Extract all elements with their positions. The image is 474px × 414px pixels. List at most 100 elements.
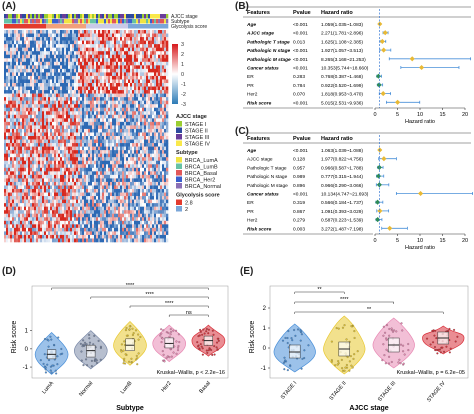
heatmap-cell — [106, 157, 109, 162]
heatmap-cell — [152, 164, 155, 169]
annotation-cell — [56, 19, 59, 24]
heatmap-cell — [116, 83, 119, 87]
annotation-cell — [34, 19, 37, 24]
heatmap-cell — [90, 40, 93, 45]
heatmap-cell — [158, 167, 161, 172]
heatmap-cell — [102, 213, 105, 218]
heatmap-cell — [22, 51, 25, 56]
heatmap-cell — [146, 75, 149, 80]
heatmap-cell — [22, 164, 25, 169]
heatmap-cell — [152, 75, 155, 80]
heatmap-cell — [76, 68, 79, 73]
heatmap-cell — [12, 65, 15, 70]
heatmap-cell — [24, 203, 27, 207]
heatmap-cell — [26, 160, 29, 165]
heatmap-cell — [84, 185, 87, 190]
heatmap-cell — [88, 40, 91, 45]
heatmap-cell — [40, 111, 43, 116]
heatmap-cell — [118, 75, 121, 80]
heatmap-cell — [74, 171, 77, 176]
heatmap-cell — [44, 90, 47, 94]
heatmap-cell — [8, 68, 11, 73]
heatmap-cell — [62, 192, 65, 197]
annotation-cell — [54, 19, 57, 24]
heatmap-cell — [10, 61, 13, 66]
heatmap-cell — [24, 164, 27, 169]
heatmap-cell — [130, 199, 133, 204]
heatmap-cell — [124, 128, 127, 133]
heatmap-cell — [102, 128, 105, 133]
heatmap-cell — [84, 51, 87, 56]
heatmap-cell — [106, 54, 109, 59]
heatmap-cell — [124, 68, 127, 73]
heatmap-cell — [56, 100, 59, 105]
heatmap-cell — [20, 54, 23, 59]
heatmap-cell — [162, 72, 165, 77]
heatmap-cell — [20, 61, 23, 66]
heatmap-cell — [72, 160, 75, 165]
heatmap-cell — [36, 213, 39, 218]
heatmap-cell — [94, 192, 97, 197]
heatmap-cell — [86, 121, 89, 126]
heatmap-cell — [142, 164, 145, 169]
heatmap-cell — [150, 83, 153, 87]
heatmap-cell — [56, 150, 59, 154]
heatmap-cell — [44, 121, 47, 126]
heatmap-cell — [156, 65, 159, 70]
heatmap-cell — [62, 171, 65, 176]
heatmap-cell — [116, 47, 119, 52]
heatmap-cell — [82, 40, 85, 45]
heatmap-cell — [42, 136, 45, 140]
heatmap-cell — [126, 213, 129, 218]
heatmap-cell — [76, 217, 79, 222]
heatmap-cell — [50, 167, 53, 172]
heatmap-cell — [108, 100, 111, 105]
heatmap-cell — [74, 150, 77, 154]
heatmap-cell — [50, 206, 53, 211]
heatmap-cell — [80, 196, 83, 200]
heatmap-cell — [88, 86, 91, 91]
heatmap-cell — [152, 61, 155, 66]
heatmap-cell — [108, 107, 111, 112]
heatmap-cell — [34, 132, 37, 137]
heatmap-cell — [120, 107, 123, 112]
heatmap-cell — [156, 150, 159, 154]
heatmap-cell — [166, 136, 169, 140]
heatmap-cell — [138, 40, 141, 45]
heatmap-cell — [136, 132, 139, 137]
heatmap-cell — [56, 128, 59, 133]
heatmap-cell — [136, 203, 139, 207]
heatmap-cell — [16, 47, 19, 52]
heatmap-cell — [76, 160, 79, 165]
heatmap-cell — [162, 44, 165, 48]
heatmap-cell — [164, 40, 167, 45]
heatmap-cell — [78, 185, 81, 190]
heatmap-cell — [154, 54, 157, 59]
heatmap-cell — [46, 153, 49, 158]
heatmap-cell — [20, 65, 23, 70]
heatmap-cell — [12, 40, 15, 45]
heatmap-cell — [130, 181, 133, 186]
heatmap-cell — [24, 167, 27, 172]
heatmap-cell — [14, 227, 17, 232]
annotation-cell — [22, 19, 25, 24]
heatmap-cell — [108, 44, 111, 48]
heatmap-cell — [118, 181, 121, 186]
heatmap-cell — [124, 224, 127, 229]
heatmap-cell — [30, 189, 33, 193]
heatmap-cell — [6, 86, 9, 91]
annotation-cell — [38, 24, 41, 29]
heatmap-cell — [162, 40, 165, 45]
heatmap-cell — [52, 30, 55, 34]
heatmap-cell — [20, 189, 23, 193]
heatmap-cell — [146, 37, 149, 41]
heatmap-cell — [134, 153, 137, 158]
heatmap-cell — [60, 72, 63, 77]
heatmap-cell — [156, 164, 159, 169]
heatmap-cell — [156, 51, 159, 56]
heatmap-cell — [10, 90, 13, 94]
heatmap-cell — [166, 139, 169, 144]
heatmap-cell — [98, 132, 101, 137]
heatmap-cell — [140, 196, 143, 200]
heatmap-cell — [86, 199, 89, 204]
